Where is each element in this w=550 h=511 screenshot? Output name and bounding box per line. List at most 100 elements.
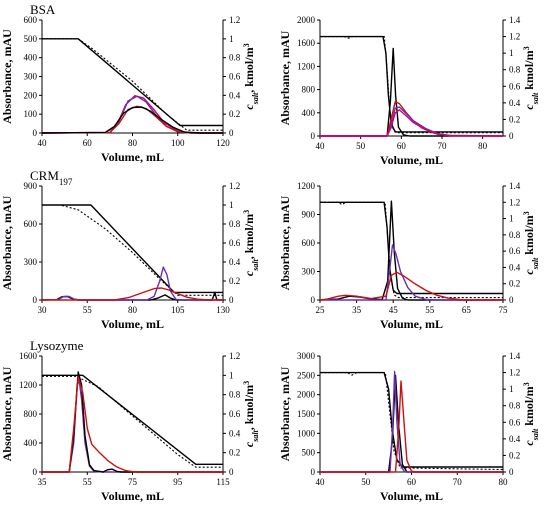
x-tick-label: 80 xyxy=(499,477,509,487)
y-tick-label: 900 xyxy=(302,210,316,220)
x-tick-label: 70 xyxy=(438,141,448,151)
y-tick-label: 300 xyxy=(24,257,38,267)
x-tick-label: 75 xyxy=(128,477,138,487)
y2-tick-label: 1.2 xyxy=(229,15,240,25)
y2-tick-label: 1 xyxy=(509,384,514,394)
x-axis-label: Volume, mL xyxy=(101,150,164,164)
x-tick-label: 55 xyxy=(83,477,93,487)
series-line-1 xyxy=(320,201,503,295)
x-tick-label: 55 xyxy=(83,305,93,315)
y2-label-superscript: 3 xyxy=(522,382,531,386)
y-tick-label: 2000 xyxy=(297,15,316,25)
series-line-4 xyxy=(42,371,223,473)
y2-axis-label: csalt kmol/m3 xyxy=(522,211,540,274)
y2-tick-label: 0 xyxy=(229,295,234,305)
y-tick-label: 500 xyxy=(24,34,38,44)
y-tick-label: 1500 xyxy=(297,409,316,419)
y-tick-label: 600 xyxy=(302,238,316,248)
y2-tick-label: 0.2 xyxy=(509,279,520,289)
x-tick-label: 55 xyxy=(425,305,435,315)
y2-label-unit: , kmol/m xyxy=(242,385,256,430)
x-tick-label: 65 xyxy=(462,305,472,315)
y2-tick-label: 0.2 xyxy=(509,450,520,460)
y2-tick-label: 1.4 xyxy=(509,181,521,191)
y2-tick-label: 0.8 xyxy=(229,390,241,400)
y2-tick-label: 0 xyxy=(229,467,234,477)
y2-label-unit: , kmol/m xyxy=(242,47,256,92)
panel-title: CRM197 xyxy=(30,168,73,187)
y-tick-label: 100 xyxy=(24,109,38,119)
y2-tick-label: 1.2 xyxy=(229,351,240,361)
y2-label-subscript: salt xyxy=(251,429,260,442)
x-axis-label: Volume, mL xyxy=(380,153,443,167)
y2-tick-label: 1.4 xyxy=(509,15,521,25)
y2-tick-label: 1 xyxy=(509,48,514,58)
y2-tick-label: 0.8 xyxy=(509,230,521,240)
series-line-3 xyxy=(319,200,503,301)
y2-label-superscript: 3 xyxy=(242,210,251,214)
series-line-5 xyxy=(319,271,503,301)
y2-tick-label: 0 xyxy=(509,131,514,141)
series-line-4 xyxy=(320,244,503,301)
x-tick-label: 80 xyxy=(128,305,138,315)
chart-panel-6: 40 50 60 70 8005001000150020002500300000.20.… xyxy=(278,351,540,503)
y2-tick-label: 0.8 xyxy=(509,401,521,411)
y-tick-label: 300 xyxy=(302,267,316,277)
x-tick-label: 95 xyxy=(173,477,183,487)
y2-label-subscript: salt xyxy=(251,258,260,271)
series-line-4 xyxy=(41,266,223,301)
x-tick-label: 40 xyxy=(316,141,326,151)
y2-label-subscript: salt xyxy=(531,257,540,270)
y-tick-label: 1600 xyxy=(19,351,38,361)
y-tick-label: 500 xyxy=(302,448,316,458)
series-line-5 xyxy=(41,105,223,134)
series-line-4 xyxy=(41,95,223,134)
y2-tick-label: 0.4 xyxy=(509,262,521,272)
x-tick-label: 50 xyxy=(356,141,366,151)
y2-label-superscript: 3 xyxy=(242,381,251,385)
x-tick-label: 80 xyxy=(478,141,488,151)
panel-title-text: BSA xyxy=(30,2,56,17)
x-tick-label: 80 xyxy=(128,138,138,148)
y2-tick-label: 0.8 xyxy=(229,219,241,229)
series-line-1 xyxy=(320,371,503,468)
y-tick-label: 3000 xyxy=(297,351,316,361)
y2-tick-label: 0.6 xyxy=(509,246,521,256)
series-line-3 xyxy=(41,94,223,134)
y-axis-label: Absorbance, mAU xyxy=(278,30,292,125)
x-tick-label: 40 xyxy=(316,477,326,487)
x-tick-label: 115 xyxy=(216,477,230,487)
panel-title: Lysozyme xyxy=(30,338,84,353)
series-line-2 xyxy=(320,372,504,471)
y2-label-subscript: salt xyxy=(531,428,540,441)
y-axis-label: Absorbance, mAU xyxy=(0,29,14,124)
y2-label-symbol: c xyxy=(242,104,256,110)
y2-tick-label: 0.8 xyxy=(229,53,241,63)
y2-tick-label: 1 xyxy=(229,200,234,210)
y-tick-label: 1200 xyxy=(19,380,38,390)
y2-tick-label: 0.4 xyxy=(229,257,241,267)
chart-panel-4: 25 35 45 55 65 750300600900120000.20.40.60.81… xyxy=(278,181,540,331)
y2-label-symbol: c xyxy=(242,270,256,276)
y-tick-label: 1200 xyxy=(297,61,316,71)
y-tick-label: 2500 xyxy=(297,370,316,380)
y-axis-label: Absorbance, mAU xyxy=(278,366,292,461)
y2-tick-label: 1.2 xyxy=(509,197,520,207)
panel-title-subscript: 197 xyxy=(59,177,73,187)
y2-label-symbol: c xyxy=(522,104,536,110)
y-axis-label: Absorbance, mAU xyxy=(0,366,14,461)
y2-tick-label: 0.6 xyxy=(229,72,241,82)
x-tick-label: 120 xyxy=(216,138,230,148)
x-axis-label: Volume, mL xyxy=(380,317,443,331)
series-line-5 xyxy=(42,376,223,473)
y2-axis-label: csalt, kmol/m3 xyxy=(242,381,260,447)
y2-label-superscript: 3 xyxy=(522,211,531,215)
y-tick-label: 200 xyxy=(24,90,38,100)
y-tick-label: 2000 xyxy=(297,390,316,400)
x-tick-label: 45 xyxy=(389,305,399,315)
y2-tick-label: 1.2 xyxy=(509,32,520,42)
y2-label-subscript: salt xyxy=(531,92,540,105)
x-tick-label: 40 xyxy=(38,138,48,148)
y-tick-label: 600 xyxy=(24,15,38,25)
